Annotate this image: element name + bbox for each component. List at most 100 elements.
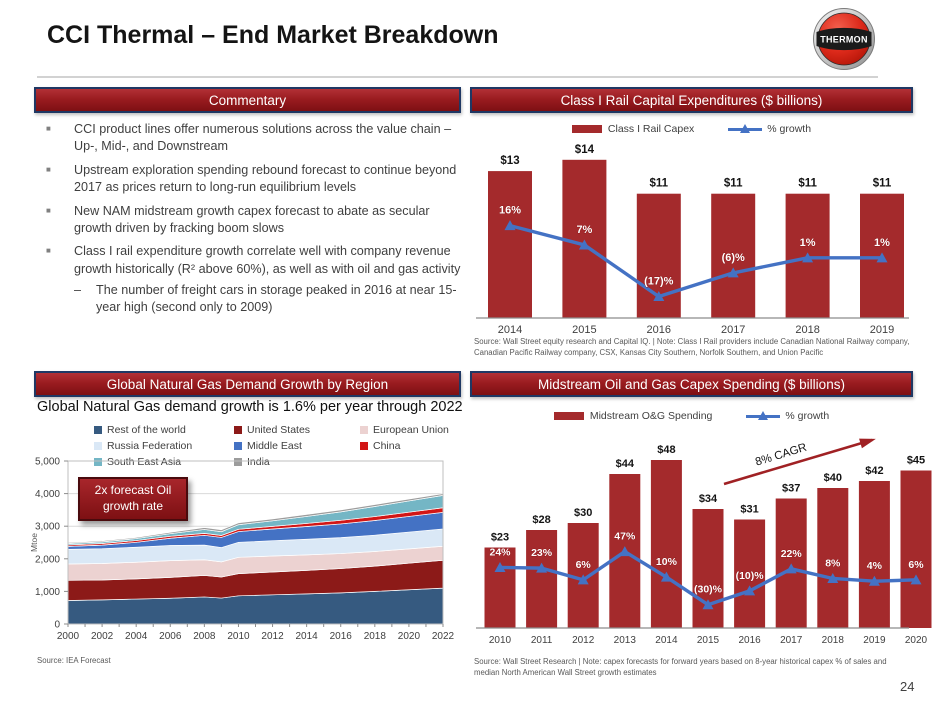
growth-value-label: 16% — [499, 205, 521, 217]
growth-value-label: 1% — [800, 237, 816, 249]
bar — [775, 498, 807, 628]
thermon-logo: THERMON — [813, 8, 875, 70]
rail-bars — [488, 159, 904, 318]
bar — [692, 509, 724, 628]
x-tick-label: 2014 — [296, 631, 319, 642]
x-tick-label: 2016 — [647, 324, 671, 336]
logo-text: THERMON — [820, 35, 868, 45]
cagr-label: 8% CAGR — [754, 442, 808, 469]
rail-chart-svg: 2014 2015 2016 2017 2018 2019 $13 $14 $11 $11 $11 $… — [476, 144, 909, 336]
area-swatch-icon — [234, 442, 242, 450]
legend-label: India — [247, 456, 270, 468]
bar-value-label: $13 — [500, 155, 519, 167]
title-divider — [37, 76, 878, 78]
bar — [562, 159, 607, 318]
page-number: 24 — [900, 679, 915, 694]
bar-value-label: $11 — [724, 178, 743, 190]
bar-swatch-icon — [571, 125, 602, 133]
line-marker — [744, 585, 756, 596]
legend-entry: South East Asia — [94, 456, 212, 468]
bullet-text: CCI product lines offer numerous solutio… — [74, 122, 452, 154]
growth-value-label: (6)% — [722, 252, 745, 264]
bar-value-label: $11 — [873, 178, 892, 190]
legend-column: United States Middle East India — [234, 424, 338, 468]
line-marker — [494, 561, 506, 572]
x-tick-label: 2017 — [721, 324, 745, 336]
bar-value-label: $31 — [740, 504, 758, 516]
line-marker — [785, 563, 797, 574]
legend-entry: Middle East — [234, 440, 338, 452]
bullet-text: The number of freight cars in storage pe… — [96, 283, 457, 315]
cagr-arrow — [723, 438, 876, 486]
bar-value-label: $34 — [699, 493, 718, 505]
midstream-source-note: Source: Wall Street Research | Note: cap… — [474, 657, 887, 677]
x-tick-label: 2012 — [261, 631, 284, 642]
bar-value-label: $23 — [491, 532, 509, 544]
x-tick-label: 2013 — [614, 635, 637, 646]
bar-value-label: $11 — [798, 178, 817, 190]
bar-value-label: $37 — [782, 483, 800, 495]
bullet-item: New NAM midstream growth capex forecast … — [44, 203, 464, 238]
x-tick-label: 2014 — [655, 635, 678, 646]
line-marker — [827, 572, 839, 583]
legend-entry: Rest of the world — [94, 424, 212, 436]
rail-source-note: Source: Wall Street equity research and … — [474, 337, 910, 357]
bar — [650, 460, 682, 628]
line-marker — [577, 574, 589, 585]
bar-value-label: $40 — [824, 472, 842, 484]
line-marker — [536, 562, 548, 573]
y-tick-label: 2,000 — [35, 554, 60, 565]
area-swatch-icon — [234, 426, 242, 434]
bar-value-label: $44 — [616, 458, 635, 470]
x-tick-label: 2016 — [330, 631, 353, 642]
bullet-item: CCI product lines offer numerous solutio… — [44, 121, 464, 156]
gas-callout-box: 2x forecast Oil growth rate — [78, 477, 188, 521]
x-tick-label: 2022 — [432, 631, 455, 642]
y-tick-label: 5,000 — [35, 457, 60, 468]
growth-value-label: 8% — [825, 557, 841, 569]
legend-label: Russia Federation — [107, 440, 193, 452]
x-tick-label: 2019 — [863, 635, 886, 646]
gas-chart-svg: 0 1,000 2,000 3,000 4,000 5,000 2000 2002 2004 20… — [29, 457, 455, 643]
gas-chart-header: Global Natural Gas Demand Growth by Regi… — [34, 371, 461, 397]
x-tick-label: 2000 — [57, 631, 80, 642]
y-tick-label: 4,000 — [35, 489, 60, 500]
x-tick-label: 2020 — [398, 631, 421, 642]
legend-label: % growth — [785, 410, 830, 422]
x-tick-label: 2015 — [697, 635, 720, 646]
growth-value-label: 4% — [867, 560, 883, 572]
line-marker — [619, 546, 631, 557]
legend-entry: China — [360, 440, 449, 452]
line-marker — [876, 252, 888, 263]
legend-label: South East Asia — [107, 456, 182, 468]
legend-label: Middle East — [247, 440, 302, 452]
bar-value-label: $48 — [657, 444, 675, 456]
legend-label: Rest of the world — [107, 424, 186, 436]
x-tick-label: 2018 — [364, 631, 387, 642]
growth-value-label: 10% — [656, 556, 678, 568]
x-tick-label: 2020 — [905, 635, 928, 646]
line-swatch-icon — [746, 410, 781, 422]
gas-chart-subtitle: Global Natural Gas demand growth is 1.6%… — [37, 399, 463, 415]
midstream-legend: Midstream O&G Spending % growth — [470, 410, 913, 422]
area-swatch-icon — [94, 442, 102, 450]
bar-value-label: $42 — [865, 465, 883, 477]
line-marker — [660, 571, 672, 582]
bar — [734, 519, 766, 628]
legend-label: % growth — [767, 123, 812, 135]
midstream-chart-svg: 2010 2011 2012 2013 2014 2015 2016 2017 2018 2019… — [476, 438, 932, 646]
x-tick-label: 2018 — [822, 635, 845, 646]
x-tick-label: 2017 — [780, 635, 803, 646]
y-tick-label: 1,000 — [35, 587, 60, 598]
logo-band — [816, 27, 872, 51]
bullet-text: New NAM midstream growth capex forecast … — [74, 203, 430, 235]
bullet-text: Class I rail expenditure growth correlat… — [74, 244, 461, 276]
bar-value-label: $45 — [907, 455, 925, 467]
rail-legend: Class I Rail Capex % growth — [470, 123, 913, 135]
legend-entry: India — [234, 456, 338, 468]
y-tick-label: 0 — [54, 620, 60, 631]
legend-entry: United States — [234, 424, 338, 436]
growth-value-label: 7% — [576, 224, 592, 236]
midstream-bars — [484, 460, 932, 628]
legend-label: Midstream O&G Spending — [589, 410, 713, 422]
